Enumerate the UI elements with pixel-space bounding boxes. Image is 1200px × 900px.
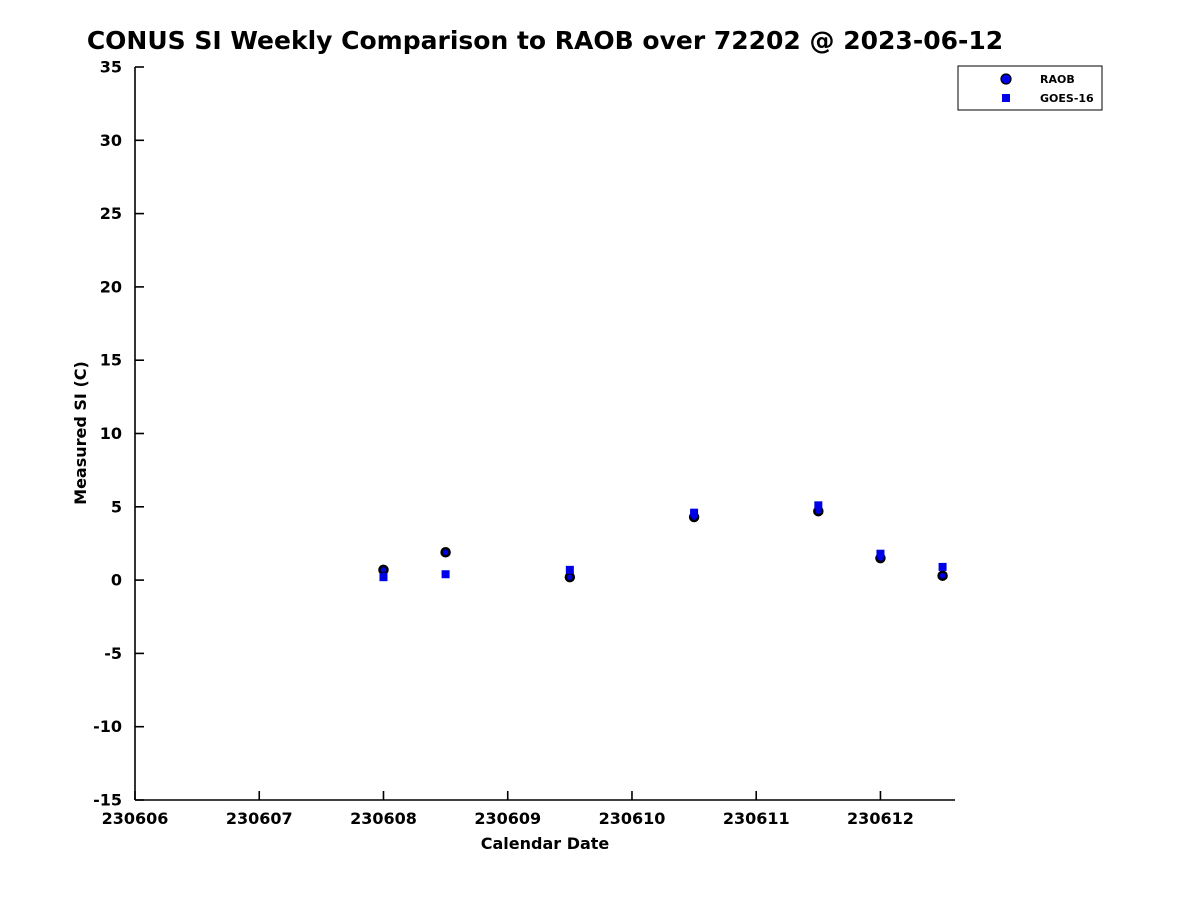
- chart-title: CONUS SI Weekly Comparison to RAOB over …: [87, 26, 1003, 55]
- y-tick-label: 30: [100, 131, 122, 150]
- y-tick-label: 25: [100, 204, 122, 223]
- y-tick-label: 5: [111, 497, 122, 516]
- goes16-point: [938, 562, 947, 571]
- raob-point: [440, 546, 451, 558]
- y-tick-label: -10: [93, 717, 122, 736]
- x-tick-label: 230609: [474, 809, 541, 828]
- y-tick-label: 35: [100, 58, 122, 77]
- x-tick-label: 230608: [350, 809, 417, 828]
- goes16-point: [690, 508, 699, 517]
- points-layer: [378, 501, 948, 583]
- goes16-point: [441, 570, 450, 579]
- goes16-point: [379, 573, 388, 582]
- raob-point: [564, 571, 576, 583]
- y-tick-label: 20: [100, 277, 122, 296]
- x-tick-label: 230611: [723, 809, 790, 828]
- legend-label: GOES-16: [1040, 92, 1094, 105]
- y-tick-label: -15: [93, 791, 122, 810]
- y-tick-label: -5: [104, 644, 122, 663]
- x-tick-label: 230610: [599, 809, 666, 828]
- raob-point: [937, 570, 948, 581]
- axes-layer: -15 -10 -5 0 5 10 15 20 25 30 35 230606 230607 230608…: [93, 58, 955, 828]
- x-axis-label: Calendar Date: [481, 834, 610, 853]
- x-tick-label: 230612: [847, 809, 914, 828]
- legend-marker-circle: [1000, 73, 1012, 85]
- y-tick-label: 10: [100, 424, 122, 443]
- legend-box: [957, 65, 1103, 111]
- x-tick-label: 230607: [226, 809, 293, 828]
- legend-label: RAOB: [1040, 73, 1075, 86]
- y-tick-label: 0: [111, 571, 122, 590]
- x-tick-label: 230606: [102, 809, 169, 828]
- raob-point: [378, 564, 389, 576]
- legend-marker-square: [1002, 94, 1010, 102]
- y-tick-label: 15: [100, 351, 122, 370]
- goes16-point: [876, 549, 885, 558]
- goes16-point: [565, 565, 574, 574]
- legend: RAOB GOES-16: [957, 65, 1103, 111]
- y-axis-label: Measured SI (C): [71, 361, 90, 505]
- goes16-point: [814, 501, 823, 510]
